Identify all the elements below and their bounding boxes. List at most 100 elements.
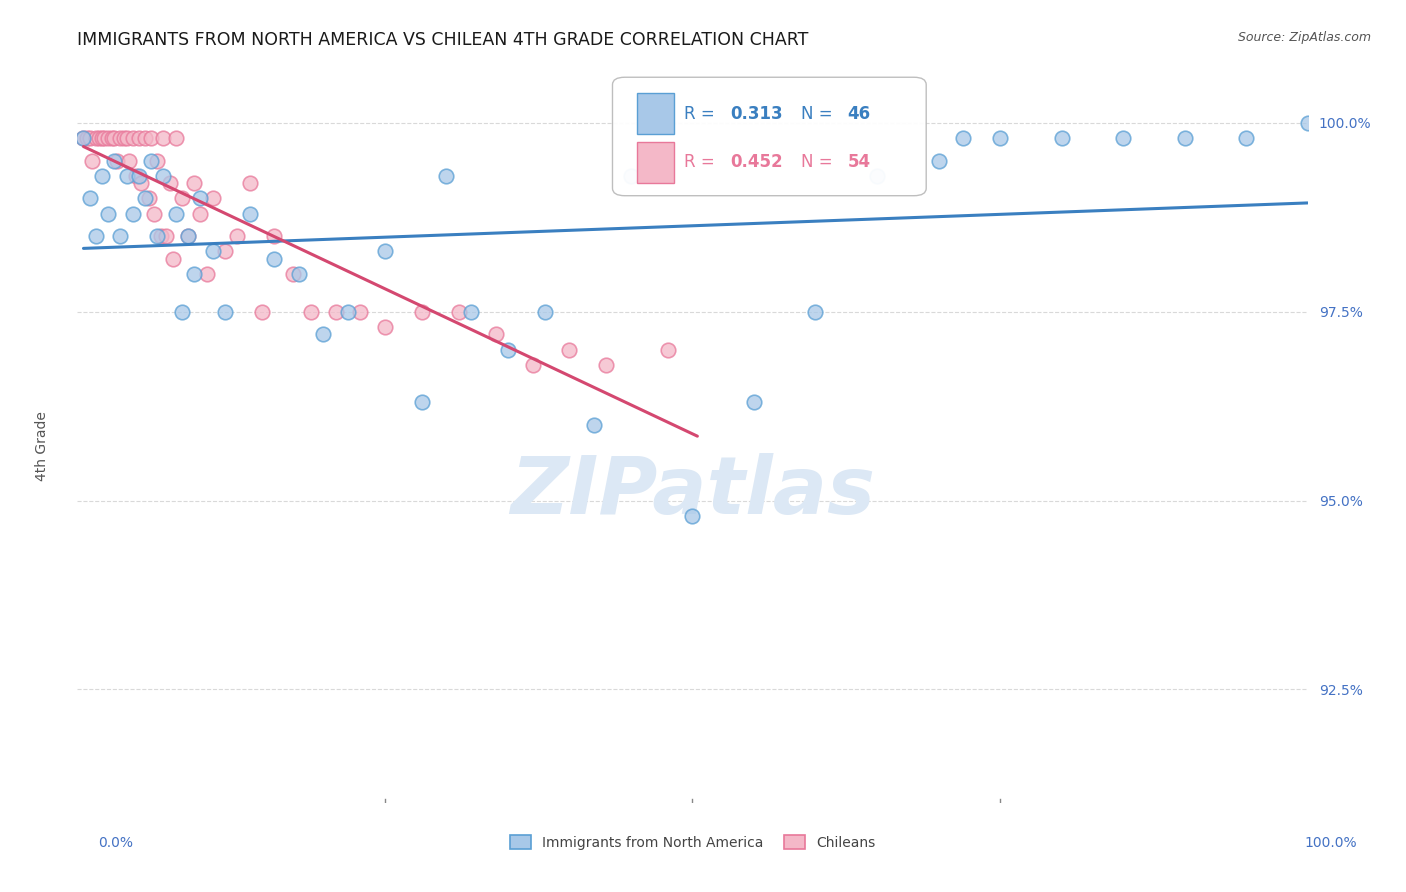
Point [201,191,224,205]
FancyBboxPatch shape [637,94,673,134]
Point [177,229,200,244]
Point [1112,131,1135,145]
Point [177,229,200,244]
Point [1234,131,1257,145]
Point [90,169,114,183]
Point [128,169,150,183]
Point [263,229,285,244]
Point [76,131,98,145]
Point [804,304,827,318]
Point [84,229,107,244]
Point [447,304,470,318]
Text: R =: R = [683,153,720,171]
Point [485,327,508,342]
Point [112,131,135,145]
Point [312,327,335,342]
Point [742,395,765,409]
Point [150,229,173,244]
Point [105,153,128,168]
Point [93,131,115,145]
Point [460,304,482,318]
Point [134,131,156,145]
Text: N =: N = [801,104,838,123]
Point [97,131,120,145]
Point [90,131,114,145]
Point [952,131,974,145]
Point [214,244,236,259]
Point [152,169,174,183]
Point [558,343,581,357]
Point [129,177,153,191]
Point [281,267,304,281]
Point [155,229,177,244]
Point [188,191,212,205]
Text: R =: R = [683,104,720,123]
Point [1050,131,1073,145]
Text: 4th Grade: 4th Grade [35,411,49,481]
Point [226,229,249,244]
Point [214,304,236,318]
Point [496,343,519,357]
Point [134,191,156,205]
Point [159,177,181,191]
Text: N =: N = [801,153,838,171]
Point [115,131,138,145]
Point [534,304,557,318]
Point [411,304,433,318]
Point [411,395,433,409]
Point [121,206,143,220]
Point [170,304,193,318]
Point [188,206,212,220]
Point [263,252,285,266]
Point [146,229,169,244]
Text: 0.0%: 0.0% [98,836,134,850]
Point [152,131,174,145]
Text: ZIPatlas: ZIPatlas [510,453,875,531]
Point [89,131,111,145]
Point [141,153,163,168]
Text: IMMIGRANTS FROM NORTH AMERICA VS CHILEAN 4TH GRADE CORRELATION CHART: IMMIGRANTS FROM NORTH AMERICA VS CHILEAN… [77,31,808,49]
Point [125,169,148,183]
Point [436,169,458,183]
FancyBboxPatch shape [613,78,927,195]
Point [288,267,311,281]
Point [128,131,150,145]
Point [1296,116,1319,130]
Point [250,304,273,318]
Point [110,229,132,244]
Point [583,418,606,433]
Point [121,131,143,145]
Text: 46: 46 [848,104,870,123]
Point [183,177,205,191]
Point [115,169,138,183]
Point [325,304,347,318]
Point [374,319,396,334]
Text: 0.313: 0.313 [731,104,783,123]
Point [84,131,107,145]
Point [866,169,889,183]
Point [79,191,101,205]
Point [682,508,704,523]
Point [374,244,396,259]
Point [97,206,120,220]
Point [239,177,262,191]
Point [522,358,544,372]
Point [349,304,371,318]
Point [201,244,224,259]
Point [1174,131,1197,145]
Point [183,267,205,281]
Point [101,131,124,145]
Point [103,131,125,145]
Point [195,267,218,281]
Point [988,131,1011,145]
Point [72,131,94,145]
Text: Source: ZipAtlas.com: Source: ZipAtlas.com [1237,31,1371,45]
Text: 0.452: 0.452 [731,153,783,171]
Point [239,206,262,220]
Point [657,343,679,357]
Point [165,206,187,220]
Point [142,206,165,220]
Text: 100.0%: 100.0% [1305,836,1357,850]
Text: 54: 54 [848,153,870,171]
Point [170,191,193,205]
